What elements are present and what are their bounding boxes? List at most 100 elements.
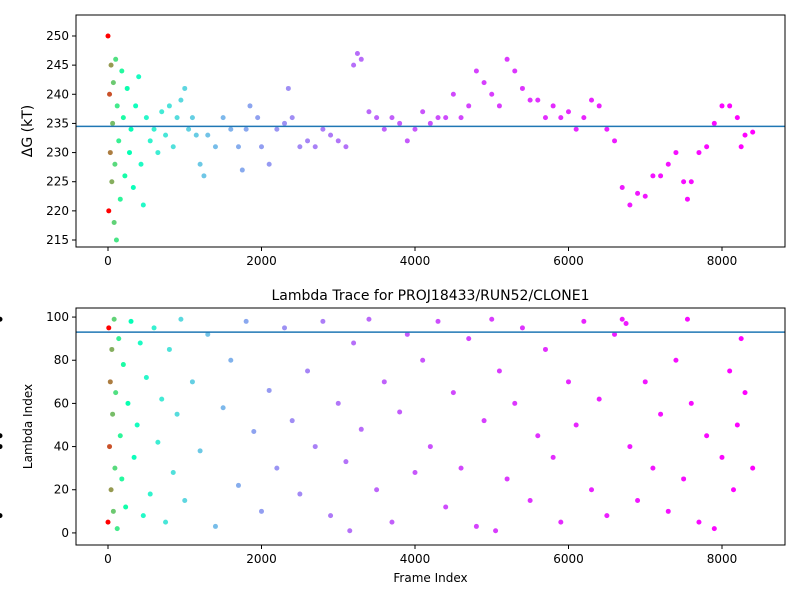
y-tick-label: 245 bbox=[46, 58, 69, 72]
point bbox=[163, 519, 169, 525]
point bbox=[266, 161, 272, 167]
point bbox=[259, 144, 265, 150]
point bbox=[665, 508, 671, 514]
point bbox=[581, 115, 587, 121]
point bbox=[650, 173, 656, 179]
point bbox=[351, 340, 357, 346]
point bbox=[658, 173, 664, 179]
point bbox=[573, 422, 579, 428]
point bbox=[558, 115, 564, 121]
point bbox=[289, 115, 295, 121]
point bbox=[458, 465, 464, 471]
point bbox=[128, 318, 134, 324]
point bbox=[719, 103, 725, 109]
point bbox=[205, 132, 211, 138]
point bbox=[312, 444, 318, 450]
point bbox=[589, 97, 595, 103]
point bbox=[412, 126, 418, 132]
point bbox=[519, 85, 525, 91]
point bbox=[106, 325, 112, 331]
y-tick-label: 240 bbox=[46, 87, 69, 101]
plot-frame bbox=[75, 14, 786, 248]
point bbox=[138, 161, 144, 167]
point bbox=[228, 126, 234, 132]
point bbox=[113, 237, 119, 243]
point bbox=[116, 138, 122, 144]
point bbox=[535, 433, 541, 439]
point bbox=[450, 91, 456, 97]
x-tick-label: 6000 bbox=[553, 254, 584, 268]
point bbox=[143, 375, 149, 381]
x-tick-label: 4000 bbox=[400, 552, 431, 566]
point bbox=[347, 528, 353, 534]
point bbox=[374, 487, 380, 493]
point bbox=[711, 526, 717, 532]
point bbox=[163, 132, 169, 138]
x-axis-label: Frame Index bbox=[393, 571, 467, 585]
point bbox=[147, 138, 153, 144]
point bbox=[285, 85, 291, 91]
point bbox=[125, 400, 131, 406]
point bbox=[205, 331, 211, 337]
point bbox=[186, 126, 192, 132]
point bbox=[481, 80, 487, 86]
point bbox=[512, 400, 518, 406]
point bbox=[110, 120, 116, 126]
point bbox=[397, 409, 403, 415]
point bbox=[119, 68, 125, 74]
point bbox=[550, 103, 556, 109]
point bbox=[166, 103, 172, 109]
point bbox=[140, 513, 146, 519]
point bbox=[159, 109, 165, 115]
point bbox=[235, 482, 241, 488]
point bbox=[108, 487, 114, 493]
point bbox=[297, 144, 303, 150]
point bbox=[109, 179, 115, 185]
point bbox=[108, 62, 114, 68]
y-tick-label: 20 bbox=[54, 483, 69, 497]
point bbox=[193, 132, 199, 138]
x-tick-label: 8000 bbox=[707, 254, 738, 268]
x-tick-label: 0 bbox=[104, 254, 112, 268]
point bbox=[711, 120, 717, 126]
point bbox=[320, 318, 326, 324]
point bbox=[688, 179, 694, 185]
point bbox=[111, 316, 117, 322]
point bbox=[297, 491, 303, 497]
point bbox=[443, 504, 449, 510]
point bbox=[374, 115, 380, 121]
point bbox=[343, 144, 349, 150]
point bbox=[114, 526, 120, 532]
point bbox=[496, 103, 502, 109]
point bbox=[113, 56, 119, 62]
point bbox=[435, 115, 441, 121]
point bbox=[642, 379, 648, 385]
point bbox=[106, 208, 112, 214]
point bbox=[178, 316, 184, 322]
point bbox=[427, 444, 433, 450]
point bbox=[381, 379, 387, 385]
point bbox=[389, 115, 395, 121]
point bbox=[143, 115, 149, 121]
y-tick-label: 60 bbox=[54, 396, 69, 410]
point bbox=[289, 418, 295, 424]
point bbox=[738, 336, 744, 342]
point bbox=[719, 454, 725, 460]
point bbox=[550, 454, 556, 460]
point bbox=[420, 109, 426, 115]
point bbox=[305, 138, 311, 144]
point bbox=[750, 465, 756, 471]
point bbox=[450, 390, 456, 396]
point bbox=[140, 202, 146, 208]
point bbox=[122, 173, 128, 179]
point bbox=[114, 103, 120, 109]
point bbox=[113, 390, 119, 396]
point bbox=[159, 396, 165, 402]
y-tick-label: 40 bbox=[54, 440, 69, 454]
point bbox=[473, 523, 479, 529]
point bbox=[481, 418, 487, 424]
point bbox=[366, 109, 372, 115]
point bbox=[573, 126, 579, 132]
